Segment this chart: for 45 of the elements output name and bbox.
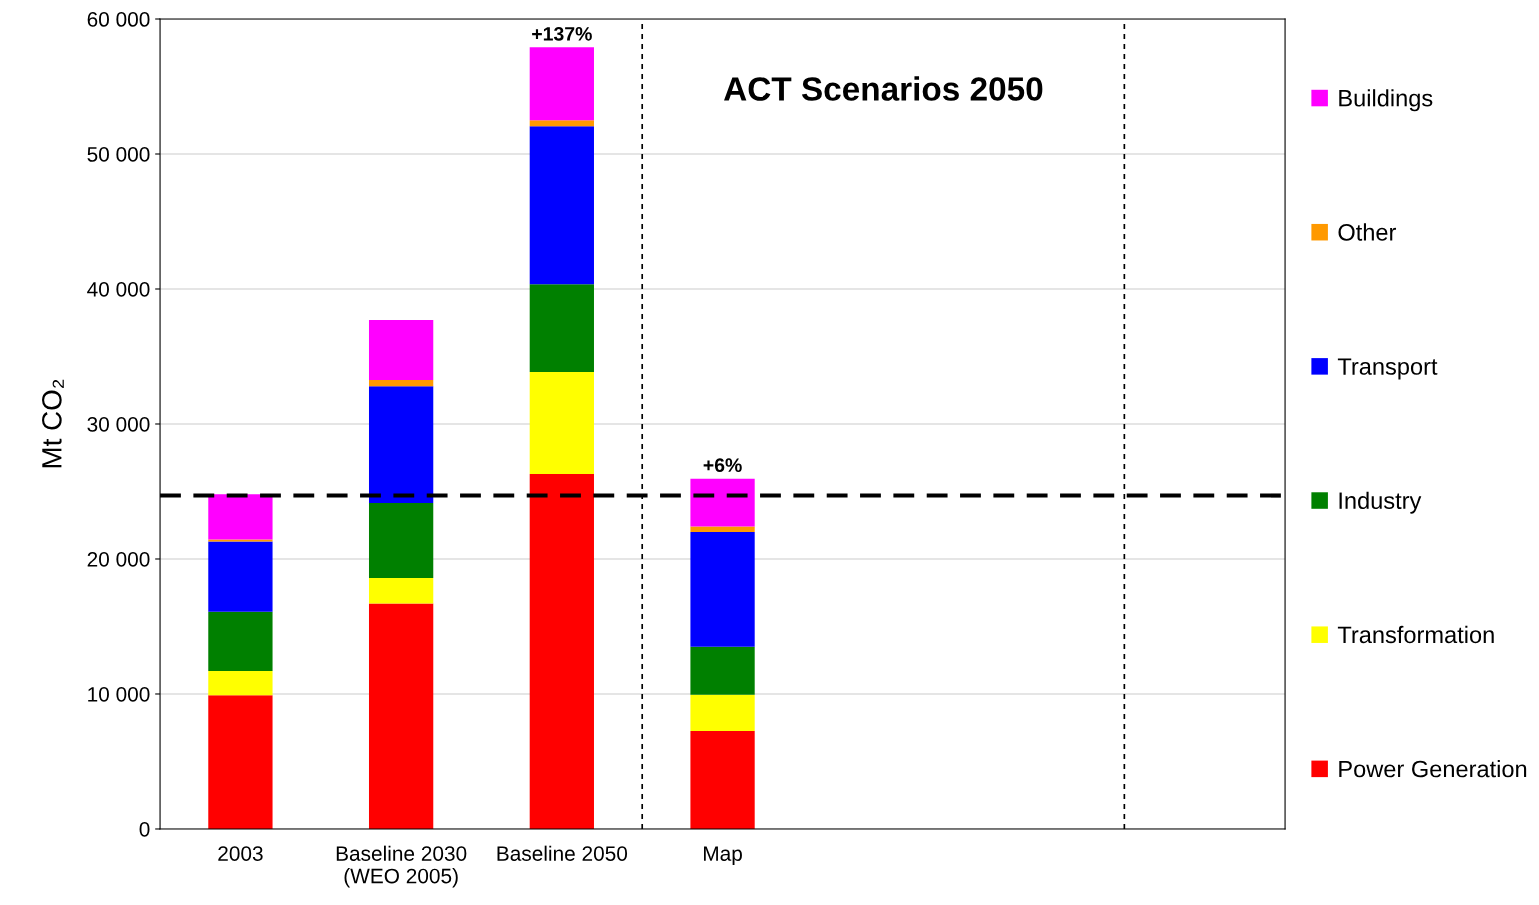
legend-label: Power Generation [1339, 760, 1527, 778]
annotation: +6% [703, 458, 742, 473]
bar [529, 47, 594, 121]
bar [368, 380, 434, 387]
bar [529, 120, 594, 127]
y-tick-label: 20 000 [87, 551, 150, 567]
bar [690, 526, 755, 532]
legend-label: Transport [1337, 358, 1438, 380]
x-tick-label: Baseline 2050 [497, 845, 628, 861]
x-tick-label: Map [704, 846, 742, 866]
bar [368, 502, 434, 578]
legend-label: Other [1338, 223, 1397, 241]
y-tick-label: 30 000 [87, 416, 150, 432]
bar [690, 694, 755, 732]
y-tick-label: 50 000 [87, 147, 150, 162]
annotation: +137% [532, 26, 592, 41]
y-tick-label: 60 000 [87, 12, 150, 27]
bar [690, 478, 755, 527]
y-axis-title: Mt CO₂ [42, 379, 64, 468]
bar [529, 473, 594, 829]
x-tick-label: Baseline 2030 (WEO 2005) [336, 845, 467, 888]
legend-label: Buildings [1339, 89, 1433, 112]
bar [208, 541, 273, 612]
y-tick-label: 0 [139, 821, 150, 837]
y-tick-label: 40 000 [87, 282, 150, 297]
bar [368, 386, 434, 503]
bar [529, 372, 594, 474]
bar [690, 646, 755, 695]
bar [208, 695, 273, 829]
legend-label: Industry [1339, 491, 1422, 514]
bar [368, 603, 434, 829]
bar [529, 284, 594, 373]
legend-label: Transformation [1337, 625, 1494, 644]
bar [368, 320, 434, 381]
bar [208, 611, 273, 672]
text: ACT Scenarios 2050 [724, 76, 1043, 101]
bar [208, 494, 273, 540]
bar [690, 731, 755, 829]
bar [690, 531, 755, 647]
bar [208, 671, 273, 696]
bar [368, 577, 434, 604]
bar [208, 539, 273, 542]
bar [529, 126, 594, 285]
y-tick-label: 10 000 [88, 686, 150, 702]
x-tick-label: 2003 [218, 846, 263, 861]
